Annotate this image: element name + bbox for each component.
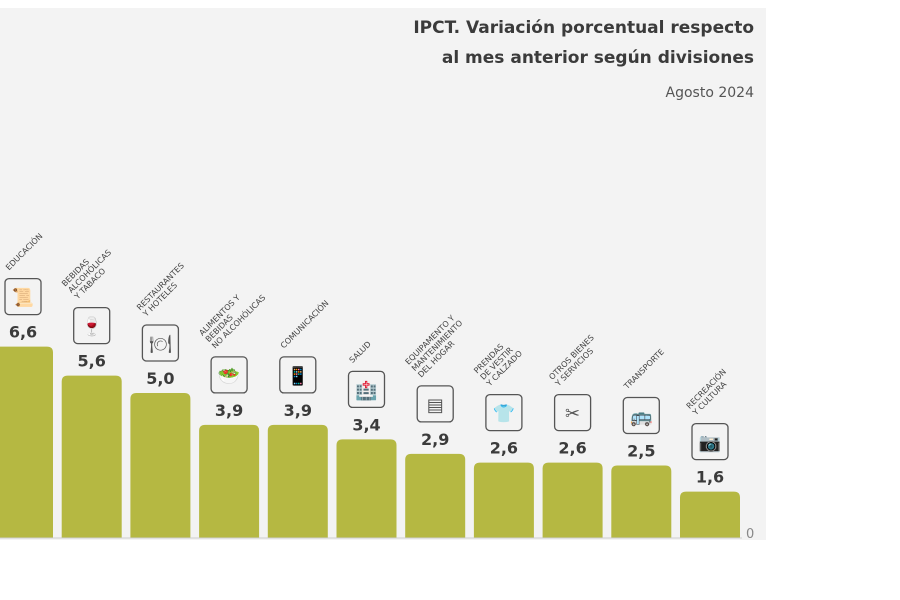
bar xyxy=(336,439,397,538)
value-label: 6,6 xyxy=(9,323,37,342)
plate-cutlery-icon: 🍽 xyxy=(141,324,180,362)
category-label: TRANSPORTE xyxy=(622,347,666,391)
phone-icon: 📱 xyxy=(279,356,317,394)
svg-text:🚌: 🚌 xyxy=(630,407,652,428)
bar-group: 3,9 📱 COMUNICACIÓN xyxy=(267,297,331,538)
value-label: 2,6 xyxy=(490,439,518,458)
bar xyxy=(680,491,740,538)
value-label: 3,9 xyxy=(284,401,312,420)
svg-text:📱: 📱 xyxy=(287,365,309,387)
bar xyxy=(542,462,603,538)
category-label: SALUD xyxy=(348,340,373,365)
value-label: 3,4 xyxy=(352,415,380,434)
svg-text:▤: ▤ xyxy=(427,395,444,416)
svg-text:SALUD: SALUD xyxy=(348,340,373,365)
svg-text:🍷: 🍷 xyxy=(80,316,102,338)
bar xyxy=(199,424,260,538)
camera-icon: 📷 xyxy=(691,422,729,461)
bar xyxy=(61,375,122,538)
baseline-label: 0 xyxy=(746,527,754,542)
svg-text:📷: 📷 xyxy=(699,433,721,454)
svg-text:🏥: 🏥 xyxy=(355,379,377,401)
bar xyxy=(405,453,466,538)
category-label: COMUNICACIÓN xyxy=(277,297,330,350)
bar xyxy=(267,424,328,538)
bar xyxy=(611,465,672,538)
svg-text:👕: 👕 xyxy=(493,404,515,425)
diploma-icon: 📜 xyxy=(4,277,42,316)
svg-text:COMUNICACIÓN: COMUNICACIÓN xyxy=(277,297,330,350)
hospital-icon: 🏥 xyxy=(347,370,386,409)
value-label: 5,6 xyxy=(78,352,106,371)
category-label: EDUCACIÓN xyxy=(3,230,45,272)
bar-group: 6,6 📜 EDUCACIÓN xyxy=(0,230,53,538)
bar-group: 3,4 🏥 SALUD xyxy=(336,340,397,538)
value-label: 2,9 xyxy=(421,430,449,449)
bar-group: 2,5 🚌 TRANSPORTE xyxy=(611,347,672,538)
bar xyxy=(130,393,191,538)
chart-title-line-1: IPCT. Variación porcentual respecto xyxy=(413,18,754,38)
svg-text:TRANSPORTE: TRANSPORTE xyxy=(622,347,666,391)
food-bowl-icon: 🥗 xyxy=(210,356,248,394)
chart-subtitle: Agosto 2024 xyxy=(665,85,754,101)
svg-text:EDUCACIÓN: EDUCACIÓN xyxy=(3,230,45,272)
value-label: 3,9 xyxy=(215,401,243,420)
svg-text:🍽: 🍽 xyxy=(149,334,172,355)
wine-bottle-icon: 🍷 xyxy=(73,306,111,345)
bar xyxy=(0,346,53,538)
chart-title-line-2: al mes anterior según divisiones xyxy=(441,48,754,68)
svg-text:✂: ✂ xyxy=(565,404,580,425)
bus-icon: 🚌 xyxy=(622,396,660,435)
bar xyxy=(473,462,534,538)
shirt-icon: 👕 xyxy=(485,393,523,432)
scissors-icon: ✂ xyxy=(553,393,592,432)
value-label: 1,6 xyxy=(696,468,724,487)
value-label: 5,0 xyxy=(146,369,174,388)
value-label: 2,6 xyxy=(558,439,586,458)
microwave-icon: ▤ xyxy=(416,385,454,423)
svg-text:📜: 📜 xyxy=(12,288,34,309)
svg-text:🥗: 🥗 xyxy=(218,366,240,387)
value-label: 2,5 xyxy=(627,442,655,461)
